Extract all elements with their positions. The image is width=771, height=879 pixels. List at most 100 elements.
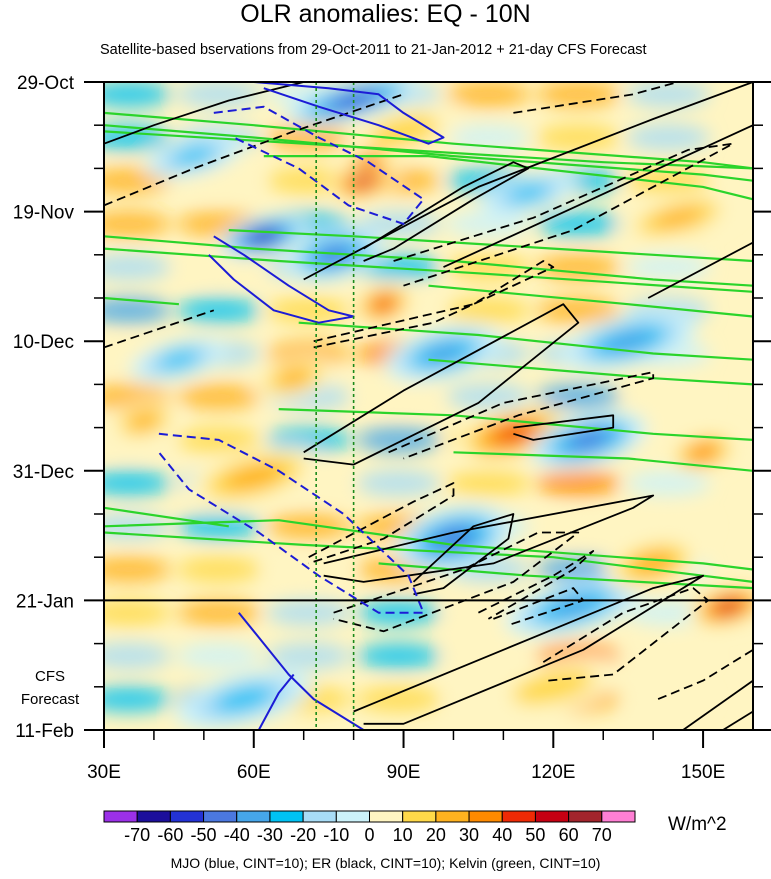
anomaly-cell xyxy=(266,599,351,626)
anomaly-blob xyxy=(423,344,463,363)
anomaly-cell xyxy=(536,210,621,237)
y-tick-label: 11-Feb xyxy=(15,721,74,742)
colorbar-label: 0 xyxy=(364,825,374,845)
anomaly-blob xyxy=(375,298,392,310)
anomaly-cell xyxy=(626,513,711,540)
anomaly-blob xyxy=(214,686,273,712)
colorbar-label: -30 xyxy=(257,825,283,845)
er-contour xyxy=(104,82,304,145)
er-contour xyxy=(308,482,455,565)
anomaly-cell xyxy=(176,297,261,324)
er-contour xyxy=(493,587,585,626)
er-contour xyxy=(388,371,655,460)
anomaly-cell xyxy=(356,642,441,669)
er-contour xyxy=(542,587,709,682)
anomaly-cell xyxy=(266,426,351,453)
anomaly-cell xyxy=(356,254,441,281)
kelvin-contour xyxy=(453,451,753,472)
x-tick-label: 90E xyxy=(387,762,421,783)
colorbar-label: 20 xyxy=(426,825,446,845)
colorbar: -70 -60 -50 -40 -30 -20 -10 0 10 20 30 40 50 60 70 xyxy=(103,810,636,845)
colorbar-swatch xyxy=(568,810,603,823)
anomaly-cell xyxy=(446,383,531,410)
colorbar-swatch xyxy=(136,810,171,823)
anomaly-cell xyxy=(626,82,711,108)
er-contour xyxy=(104,309,215,349)
anomaly-cell xyxy=(356,470,441,497)
anomaly-cell xyxy=(104,210,171,237)
anomaly-cell xyxy=(104,642,171,669)
colorbar-label: -50 xyxy=(191,825,217,845)
er-contour xyxy=(303,82,753,281)
y-tick-label: 19-Nov xyxy=(13,203,75,224)
mjo-contour xyxy=(213,105,425,225)
anomaly-cell xyxy=(176,383,261,410)
axes: 29-Oct 19-Nov 10-Dec 31-Dec 21-Jan 11-Feb 30E 6… xyxy=(13,73,771,783)
anomaly-cell xyxy=(266,513,351,540)
er-contour xyxy=(104,93,404,207)
anomaly-blob xyxy=(653,207,704,228)
kelvin-contour xyxy=(104,247,753,293)
colorbar-swatch xyxy=(402,810,437,823)
x-tick-label: 30E xyxy=(87,762,121,783)
mjo-contour xyxy=(257,673,295,730)
colorbar-swatch xyxy=(534,810,570,823)
plot-frame xyxy=(103,81,754,731)
colorbar-swatch xyxy=(269,810,304,823)
olr-anomaly-field xyxy=(104,82,753,730)
anomaly-cell xyxy=(536,82,621,108)
anomaly-cell xyxy=(626,124,711,151)
anomaly-cell xyxy=(176,82,261,108)
anomaly-cell xyxy=(266,642,351,669)
anomaly-cell xyxy=(266,340,351,367)
er-contour xyxy=(647,241,753,299)
y-tick-label: 10-Dec xyxy=(13,332,74,353)
anomaly-blob xyxy=(550,596,596,617)
anomaly-cell xyxy=(626,254,711,281)
anomaly-cell xyxy=(176,556,261,583)
anomaly-blob xyxy=(497,426,530,442)
anomaly-cell xyxy=(104,470,171,497)
kelvin-contour xyxy=(104,124,753,182)
anomaly-cell xyxy=(536,470,621,497)
anomaly-cell xyxy=(626,599,711,626)
er-contour xyxy=(313,260,555,349)
colorbar-swatch xyxy=(203,810,238,823)
anomaly-cell xyxy=(104,82,171,108)
colorbar-swatch xyxy=(103,810,138,823)
wave-contours xyxy=(104,82,753,730)
anomaly-cell xyxy=(176,642,261,669)
anomaly-cell xyxy=(446,210,531,237)
kelvin-contour xyxy=(104,235,753,287)
kelvin-contour xyxy=(278,408,753,441)
anomaly-cell xyxy=(356,426,441,453)
colorbar-label: 40 xyxy=(492,825,512,845)
er-contour xyxy=(412,513,515,596)
colorbar-swatch xyxy=(302,810,337,823)
er-contour xyxy=(682,679,753,730)
er-contour xyxy=(303,303,580,466)
er-contour xyxy=(443,124,753,268)
anomaly-blob xyxy=(173,146,215,166)
anomaly-cell xyxy=(266,297,351,324)
anomaly-blob xyxy=(129,412,159,430)
anomaly-cell xyxy=(104,254,171,281)
kelvin-contour xyxy=(263,155,753,201)
anomaly-blob xyxy=(355,176,372,186)
er-contour xyxy=(657,649,753,700)
y-tick-label: 29-Oct xyxy=(17,73,75,94)
anomaly-blob xyxy=(276,369,311,387)
anomaly-cell xyxy=(446,470,531,497)
er-contour xyxy=(353,574,704,725)
kelvin-contour xyxy=(104,296,179,306)
anomaly-cell xyxy=(356,383,441,410)
colorbar-swatch xyxy=(601,810,636,823)
anomaly-cell xyxy=(446,82,531,108)
anomaly-cell xyxy=(536,297,621,324)
anomaly-blob xyxy=(691,445,715,459)
anomaly-blob xyxy=(605,331,651,351)
y-tick-label: 31-Dec xyxy=(13,462,74,483)
colorbar-swatch xyxy=(236,810,271,823)
anomaly-blob xyxy=(719,601,738,612)
